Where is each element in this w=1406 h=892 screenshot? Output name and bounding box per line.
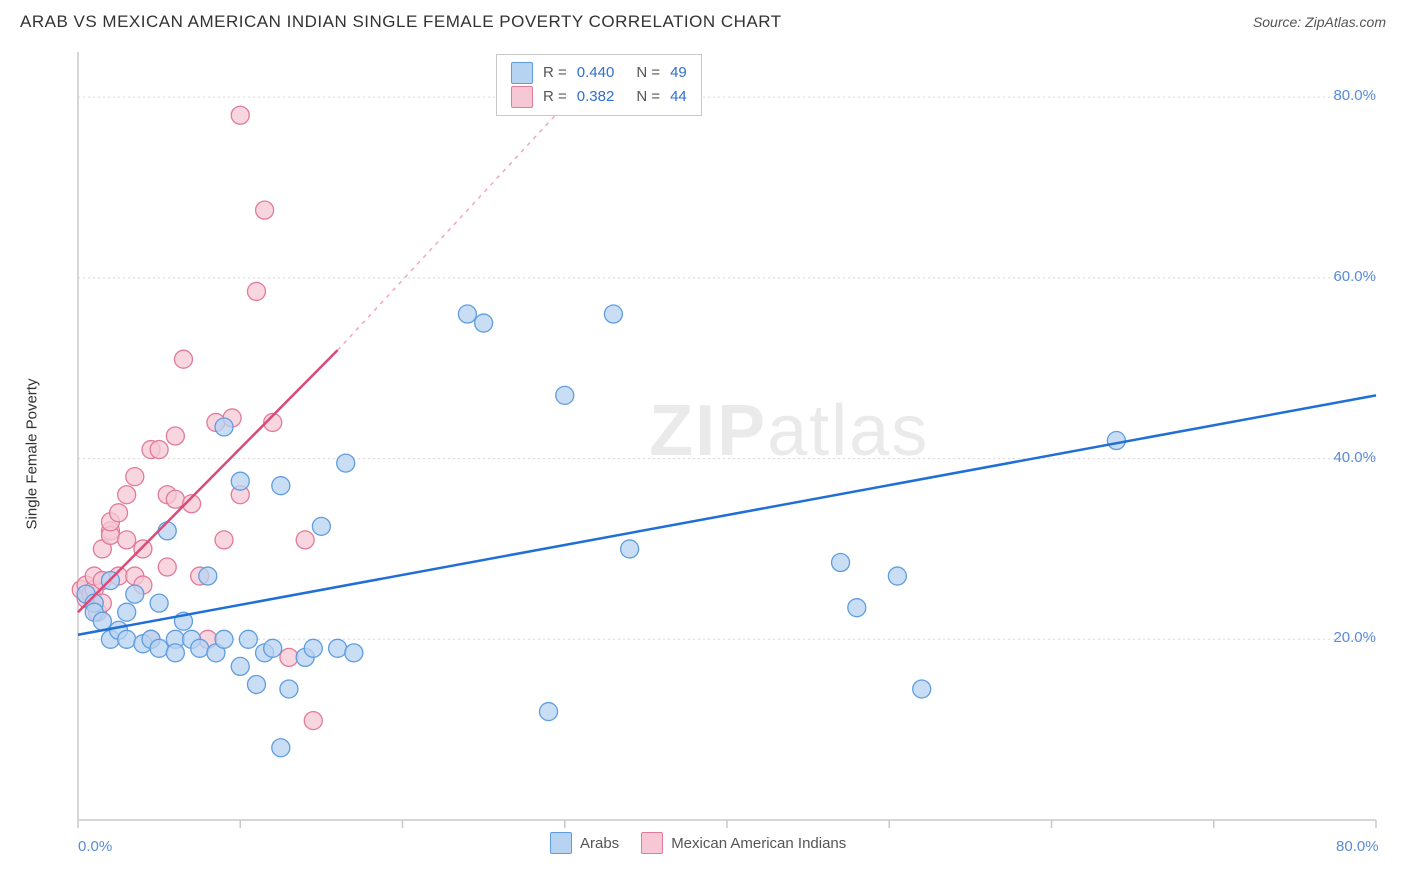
x-tick-label: 0.0% xyxy=(78,838,112,855)
r-label: R = xyxy=(543,61,567,85)
swatch-mexican xyxy=(511,86,533,108)
legend-label-mexican: Mexican American Indians xyxy=(671,835,846,852)
legend-item-arabs: Arabs xyxy=(550,832,619,854)
scatter-plot-svg xyxy=(20,44,1386,864)
y-tick-label: 60.0% xyxy=(1316,268,1376,285)
y-tick-label: 20.0% xyxy=(1316,629,1376,646)
x-tick-label: 80.0% xyxy=(1336,838,1379,855)
n-value-arabs: 49 xyxy=(670,61,687,85)
n-value-mexican: 44 xyxy=(670,85,687,109)
n-label: N = xyxy=(636,85,660,109)
r-value-arabs: 0.440 xyxy=(577,61,615,85)
swatch-mexican-icon xyxy=(641,832,663,854)
swatch-arabs-icon xyxy=(550,832,572,854)
r-value-mexican: 0.382 xyxy=(577,85,615,109)
chart-title: ARAB VS MEXICAN AMERICAN INDIAN SINGLE F… xyxy=(20,12,782,32)
correlation-row-arabs: R = 0.440 N = 49 xyxy=(511,61,687,85)
y-tick-label: 40.0% xyxy=(1316,449,1376,466)
y-axis-label: Single Female Poverty xyxy=(24,379,41,530)
series-legend: Arabs Mexican American Indians xyxy=(550,832,846,854)
chart-area: Single Female Poverty ZIPatlas R = 0.440… xyxy=(20,44,1386,864)
chart-header: ARAB VS MEXICAN AMERICAN INDIAN SINGLE F… xyxy=(0,0,1406,40)
r-label: R = xyxy=(543,85,567,109)
y-tick-label: 80.0% xyxy=(1316,87,1376,104)
chart-source: Source: ZipAtlas.com xyxy=(1253,14,1386,30)
legend-item-mexican: Mexican American Indians xyxy=(641,832,846,854)
correlation-legend: R = 0.440 N = 49 R = 0.382 N = 44 xyxy=(496,54,702,116)
swatch-arabs xyxy=(511,62,533,84)
n-label: N = xyxy=(636,61,660,85)
correlation-row-mexican: R = 0.382 N = 44 xyxy=(511,85,687,109)
legend-label-arabs: Arabs xyxy=(580,835,619,852)
